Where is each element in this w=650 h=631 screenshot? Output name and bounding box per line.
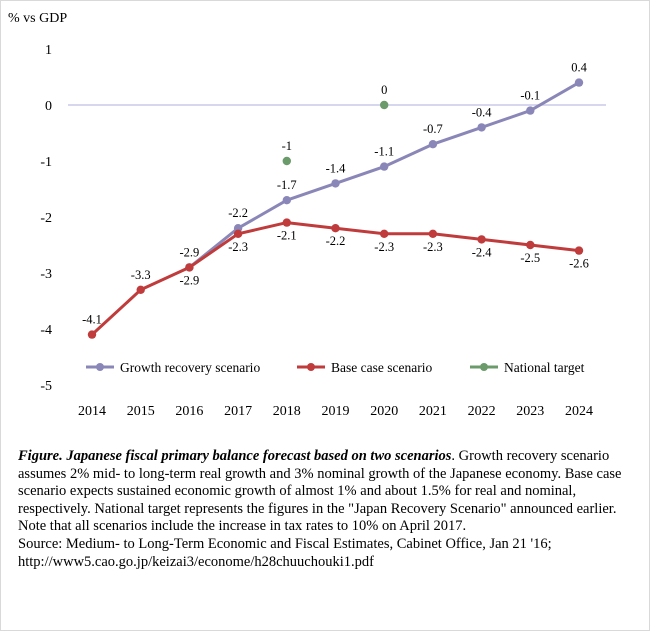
data-label: -0.1 xyxy=(520,89,540,103)
x-tick-labels: 2014 2015 2016 2017 2018 2019 2020 2021 2022 2023… xyxy=(78,404,593,419)
data-point xyxy=(185,263,194,272)
data-label: -2.3 xyxy=(423,240,443,254)
y-tick-label: -3 xyxy=(40,267,52,282)
y-tick-label: -5 xyxy=(40,379,52,394)
data-label: -1.4 xyxy=(326,161,347,175)
data-label: -4.1 xyxy=(82,313,102,327)
legend-item: Base case scenario xyxy=(297,360,432,375)
data-point xyxy=(282,196,291,205)
x-tick-label: 2022 xyxy=(468,404,496,419)
data-label: -2.9 xyxy=(180,245,200,259)
data-point xyxy=(331,224,340,233)
data-label: -1.7 xyxy=(277,178,297,192)
y-tick-label: -1 xyxy=(40,155,52,170)
data-label: -1 xyxy=(282,139,292,153)
data-label: -1.1 xyxy=(374,145,394,159)
data-label: -0.7 xyxy=(423,122,443,136)
data-label: 0.4 xyxy=(571,61,587,75)
data-point xyxy=(380,162,389,171)
data-label: -2.3 xyxy=(228,240,248,254)
data-point xyxy=(331,179,340,188)
caption-paragraph: Figure. Japanese fiscal primary balance … xyxy=(18,448,638,536)
legend-swatch-marker xyxy=(307,363,315,371)
data-point xyxy=(233,229,243,238)
data-label: -2.2 xyxy=(326,234,346,248)
x-tick-label: 2021 xyxy=(419,404,447,419)
data-point xyxy=(380,229,389,238)
data-label: -2.6 xyxy=(569,257,589,271)
y-tick-label: 1 xyxy=(45,43,52,58)
data-label: -2.2 xyxy=(228,206,248,220)
series-group: -2.9-2.2-1.7-1.4-1.1-0.7-0.4-0.10.4-4.1-… xyxy=(82,61,589,339)
x-tick-label: 2016 xyxy=(175,404,203,419)
series-growth-recovery-scenario: -2.9 -2.2 -1.7 -1.4 -1.1 -0.7 -0.4 -0.1 0.4 xyxy=(180,61,588,272)
data-point xyxy=(428,140,438,149)
data-label: -3.3 xyxy=(131,268,151,282)
data-point xyxy=(477,235,486,244)
caption-title: Figure. Japanese fiscal primary balance … xyxy=(18,448,452,464)
data-point xyxy=(380,100,389,110)
x-tick-label: 2020 xyxy=(370,404,398,419)
series-base-case-scenario: -4.1 -3.3 -2.9 -2.3 -2.1 -2.2 -2.3 -2.3 -2.4 -2.5… xyxy=(82,218,589,339)
x-tick-label: 2019 xyxy=(322,404,350,419)
data-point xyxy=(136,285,145,294)
legend-item: Growth recovery scenario xyxy=(86,360,260,375)
y-tick-label: -2 xyxy=(40,211,52,226)
data-point xyxy=(574,78,584,87)
data-point xyxy=(282,218,291,227)
data-label: -2.5 xyxy=(520,251,540,265)
legend-item: National target xyxy=(470,360,585,375)
legend-swatch-marker xyxy=(480,363,488,371)
x-tick-label: 2015 xyxy=(127,404,155,419)
data-point xyxy=(282,156,291,166)
legend-label: Growth recovery scenario xyxy=(120,360,260,375)
x-tick-label: 2024 xyxy=(565,404,593,419)
legend: Growth recovery scenario Base case scenar… xyxy=(86,360,585,375)
data-point xyxy=(477,123,486,132)
caption-source: Source: Medium- to Long-Term Economic an… xyxy=(18,535,552,552)
x-tick-label: 2018 xyxy=(273,404,301,419)
data-point xyxy=(526,240,535,250)
legend-label: National target xyxy=(504,360,585,375)
legend-label: Base case scenario xyxy=(331,360,432,375)
y-axis-label: % vs GDP xyxy=(8,11,67,26)
data-label: 0 xyxy=(381,83,387,97)
data-label: -2.1 xyxy=(277,229,297,243)
x-tick-label: 2023 xyxy=(516,404,544,419)
data-label: -2.3 xyxy=(374,240,394,254)
y-tick-label: -4 xyxy=(40,323,52,338)
data-label: -0.4 xyxy=(472,105,493,119)
caption-url: http://www5.cao.go.jp/keizai3/econome/h2… xyxy=(18,553,374,570)
caption-body: . Growth recovery scenario assumes 2% mi… xyxy=(18,448,622,535)
data-point xyxy=(428,229,438,238)
data-point xyxy=(574,246,584,255)
series-national-target: -1 0 xyxy=(282,83,389,166)
line-chart: % vs GDP 10-1-2-3-4-5 2014 2015 2016 2017 20… xyxy=(8,11,606,419)
y-tick-label: 0 xyxy=(45,99,52,114)
data-point xyxy=(526,106,535,115)
data-label: -2.4 xyxy=(472,245,493,259)
data-label: -2.9 xyxy=(180,273,200,287)
legend-swatch-marker xyxy=(96,363,104,371)
data-point xyxy=(87,330,97,339)
figure-caption: Figure. Japanese fiscal primary balance … xyxy=(18,448,638,571)
x-tick-label: 2017 xyxy=(224,404,252,419)
x-tick-label: 2014 xyxy=(78,404,106,419)
y-tick-labels: 1 0 -1 -2 -3 -4 -5 xyxy=(40,43,52,394)
